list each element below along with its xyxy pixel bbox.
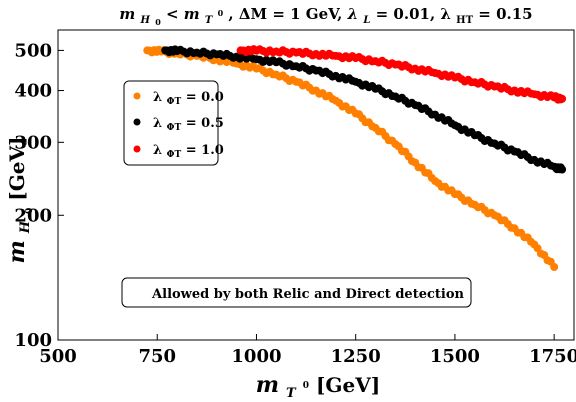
legend-2-sub: ΦT bbox=[167, 150, 182, 160]
x-tick-label: 750 bbox=[138, 346, 176, 367]
ylabel-m: m bbox=[4, 240, 30, 263]
ylabel-unit: [GeV] bbox=[5, 137, 29, 201]
legend-0-val: = 0.0 bbox=[186, 90, 224, 105]
annotation: Allowed by both Relic and Direct detecti… bbox=[121, 277, 472, 308]
title-lt: < bbox=[166, 5, 184, 23]
title-m: m bbox=[119, 5, 135, 23]
series-2 bbox=[236, 45, 567, 104]
title-htval: = 0.15 bbox=[478, 5, 532, 23]
x-tick-label: 1250 bbox=[331, 346, 381, 367]
title-h-sub: H bbox=[140, 15, 151, 26]
title-t-sub: T bbox=[205, 15, 214, 26]
legend-1-sub: ΦT bbox=[167, 123, 182, 133]
data-points bbox=[143, 45, 567, 271]
xlabel-sub: T bbox=[286, 386, 297, 401]
y-tick-label: 200 bbox=[14, 205, 52, 226]
x-axis-label: m T 0 [GeV] bbox=[256, 369, 380, 402]
title-lambda: λ bbox=[347, 5, 359, 23]
legend-label-2: λ ΦT = 1.0 bbox=[153, 143, 224, 161]
legend-0-sub: ΦT bbox=[167, 97, 182, 107]
y-tick-label: 400 bbox=[14, 81, 52, 102]
ylabel-subsub: 0 bbox=[25, 208, 35, 214]
title-m2: m bbox=[184, 5, 200, 23]
series-1 bbox=[161, 45, 567, 174]
title-lval: = 0.01, λ bbox=[376, 5, 451, 23]
y-tick-label: 300 bbox=[14, 132, 52, 153]
legend-2-lambda: λ bbox=[153, 143, 162, 158]
legend-label-0: λ ΦT = 0.0 bbox=[153, 90, 224, 108]
legend-label-1: λ ΦT = 0.5 bbox=[153, 116, 224, 134]
legend-1-lambda: λ bbox=[153, 116, 162, 131]
x-tick-label: 1000 bbox=[231, 346, 281, 367]
title-l-sub: L bbox=[362, 15, 370, 26]
legend-0-lambda: λ bbox=[153, 90, 162, 105]
y-tick-label: 500 bbox=[14, 40, 52, 61]
annotation-box bbox=[121, 277, 472, 308]
data-point bbox=[558, 165, 567, 174]
x-tick-label: 500 bbox=[39, 346, 77, 367]
y-tick-label: 100 bbox=[14, 330, 52, 351]
chart-title: m H 0 < m T 0 , ΔM = 1 GeV, λ L = 0.01, … bbox=[119, 2, 532, 29]
legend-box bbox=[123, 80, 219, 166]
legend-marker-2 bbox=[133, 145, 141, 153]
data-point bbox=[558, 94, 567, 103]
title-ht-sub: HT bbox=[456, 15, 473, 26]
xlabel-unit: [GeV] bbox=[316, 373, 380, 397]
legend: λ ΦT = 0.0 λ ΦT = 0.5 λ ΦT = 1.0 bbox=[123, 80, 224, 166]
legend-2-val: = 1.0 bbox=[186, 143, 224, 158]
legend-1-val: = 0.5 bbox=[186, 116, 224, 131]
legend-marker-0 bbox=[133, 92, 141, 100]
y-axis-label: m H 0 [GeV] bbox=[4, 137, 37, 264]
title-mid: , ΔM = 1 GeV, bbox=[228, 5, 347, 23]
legend-marker-1 bbox=[133, 118, 141, 126]
x-tick-label: 1500 bbox=[430, 346, 480, 367]
xlabel-subsup: 0 bbox=[303, 381, 309, 391]
title-h-subsub: 0 bbox=[155, 17, 161, 27]
title-t-sup: 0 bbox=[218, 8, 224, 18]
ylabel-sub: H bbox=[18, 220, 33, 234]
x-tick-label: 1750 bbox=[529, 346, 576, 367]
xlabel-m: m bbox=[256, 372, 279, 398]
data-point bbox=[550, 263, 559, 271]
annotation-text: Allowed by both Relic and Direct detecti… bbox=[151, 287, 464, 302]
axis-ticks: 500 750 1000 1250 1500 1750 100 200 300 400 500 bbox=[14, 40, 576, 367]
